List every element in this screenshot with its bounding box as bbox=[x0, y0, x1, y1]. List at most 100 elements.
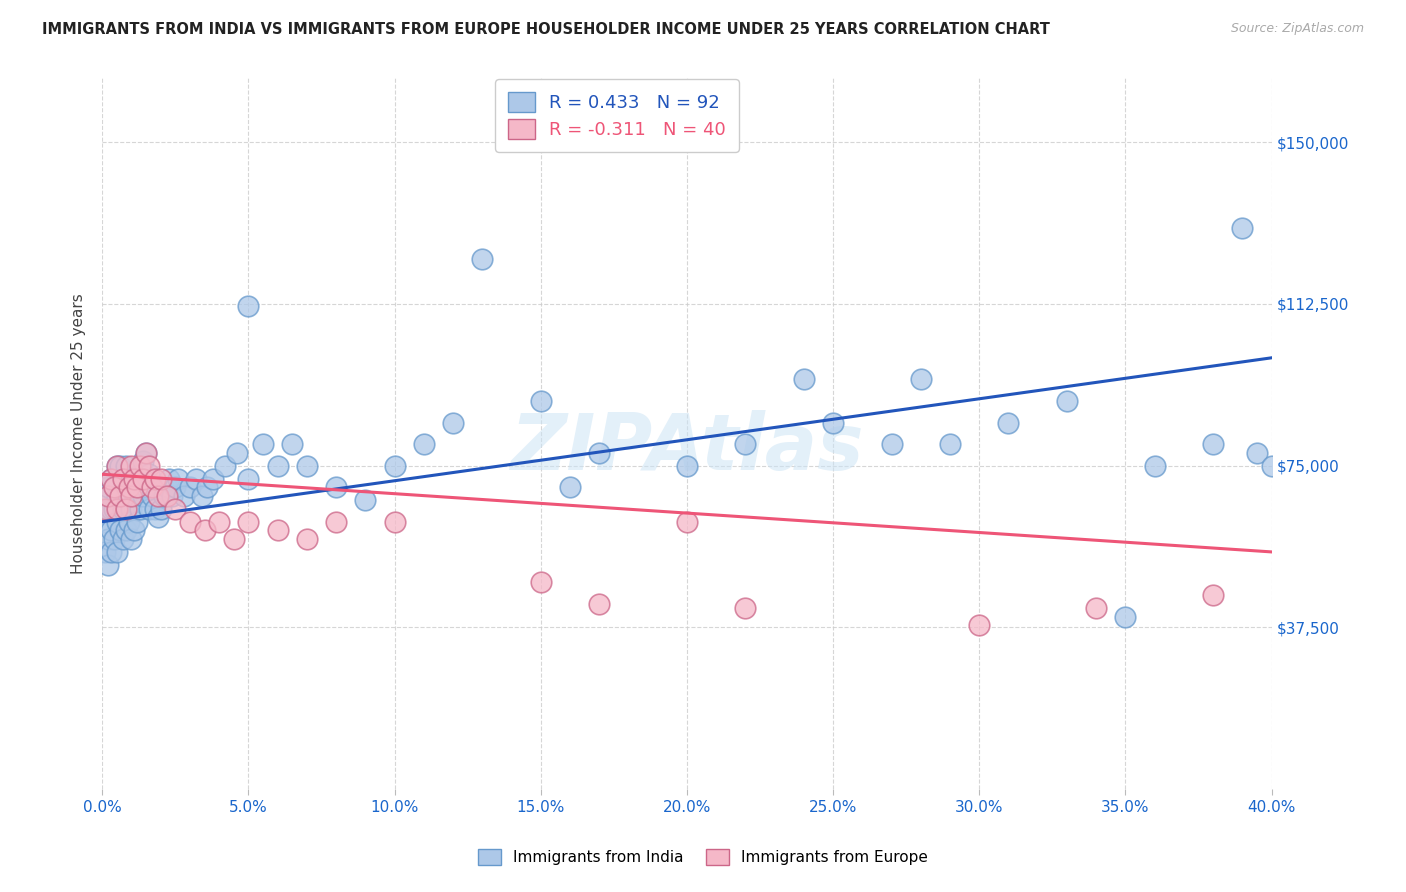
Point bbox=[676, 515, 699, 529]
Point bbox=[225, 446, 247, 460]
Point bbox=[238, 472, 260, 486]
Point bbox=[208, 515, 231, 529]
Point bbox=[441, 416, 464, 430]
Point bbox=[127, 515, 149, 529]
Point bbox=[100, 501, 122, 516]
Point bbox=[132, 472, 155, 486]
Point bbox=[103, 501, 125, 516]
Point bbox=[141, 489, 163, 503]
Point bbox=[105, 545, 128, 559]
Point bbox=[530, 575, 553, 590]
Point bbox=[184, 472, 207, 486]
Point bbox=[100, 472, 122, 486]
Point bbox=[162, 489, 184, 503]
Point bbox=[103, 480, 125, 494]
Legend: Immigrants from India, Immigrants from Europe: Immigrants from India, Immigrants from E… bbox=[471, 843, 935, 871]
Point bbox=[141, 480, 163, 494]
Point bbox=[138, 467, 160, 482]
Point bbox=[94, 501, 117, 516]
Point bbox=[105, 458, 128, 473]
Point bbox=[105, 489, 128, 503]
Point bbox=[165, 501, 187, 516]
Point bbox=[880, 437, 903, 451]
Point bbox=[108, 458, 131, 473]
Point bbox=[97, 489, 120, 503]
Point bbox=[823, 416, 845, 430]
Point bbox=[108, 489, 131, 503]
Point bbox=[1056, 393, 1078, 408]
Text: Source: ZipAtlas.com: Source: ZipAtlas.com bbox=[1230, 22, 1364, 36]
Point bbox=[94, 545, 117, 559]
Point bbox=[111, 532, 134, 546]
Point bbox=[193, 524, 215, 538]
Point bbox=[117, 515, 139, 529]
Point bbox=[412, 437, 434, 451]
Point bbox=[105, 515, 128, 529]
Point bbox=[1232, 221, 1254, 235]
Point bbox=[152, 489, 174, 503]
Point bbox=[103, 532, 125, 546]
Point bbox=[124, 472, 146, 486]
Point bbox=[159, 472, 181, 486]
Point bbox=[1143, 458, 1166, 473]
Point bbox=[124, 489, 146, 503]
Point bbox=[132, 454, 155, 468]
Point bbox=[117, 480, 139, 494]
Point bbox=[149, 472, 172, 486]
Point bbox=[1114, 609, 1136, 624]
Point bbox=[222, 532, 245, 546]
Point bbox=[910, 372, 932, 386]
Point bbox=[939, 437, 962, 451]
Point bbox=[129, 467, 152, 482]
Point bbox=[129, 458, 152, 473]
Point bbox=[108, 489, 131, 503]
Point bbox=[354, 493, 377, 508]
Point bbox=[1260, 458, 1282, 473]
Point bbox=[111, 501, 134, 516]
Text: ZIPAtlas: ZIPAtlas bbox=[510, 409, 863, 485]
Point bbox=[1085, 601, 1108, 615]
Point bbox=[325, 515, 347, 529]
Point bbox=[202, 472, 225, 486]
Point bbox=[105, 458, 128, 473]
Y-axis label: Householder Income Under 25 years: Householder Income Under 25 years bbox=[72, 293, 86, 574]
Point bbox=[967, 618, 990, 632]
Point bbox=[588, 597, 610, 611]
Point bbox=[734, 437, 756, 451]
Point bbox=[146, 510, 169, 524]
Point bbox=[793, 372, 815, 386]
Point bbox=[734, 601, 756, 615]
Point bbox=[138, 501, 160, 516]
Point bbox=[384, 515, 406, 529]
Point bbox=[97, 532, 120, 546]
Point bbox=[1202, 437, 1225, 451]
Point bbox=[97, 558, 120, 572]
Point bbox=[100, 524, 122, 538]
Point bbox=[114, 458, 136, 473]
Point bbox=[266, 524, 288, 538]
Point bbox=[238, 299, 260, 313]
Point bbox=[143, 472, 166, 486]
Point bbox=[179, 480, 201, 494]
Point bbox=[111, 472, 134, 486]
Point bbox=[197, 480, 219, 494]
Point bbox=[97, 480, 120, 494]
Point bbox=[530, 393, 553, 408]
Point bbox=[588, 446, 610, 460]
Point bbox=[1246, 446, 1268, 460]
Point bbox=[558, 480, 581, 494]
Point bbox=[129, 501, 152, 516]
Point bbox=[114, 489, 136, 503]
Point bbox=[114, 501, 136, 516]
Point bbox=[167, 472, 190, 486]
Point bbox=[471, 252, 494, 266]
Point bbox=[143, 501, 166, 516]
Point bbox=[100, 545, 122, 559]
Point bbox=[155, 480, 177, 494]
Point bbox=[1202, 588, 1225, 602]
Point bbox=[124, 524, 146, 538]
Point bbox=[281, 437, 304, 451]
Legend: R = 0.433   N = 92, R = -0.311   N = 40: R = 0.433 N = 92, R = -0.311 N = 40 bbox=[495, 79, 738, 152]
Point bbox=[127, 480, 149, 494]
Point bbox=[266, 458, 288, 473]
